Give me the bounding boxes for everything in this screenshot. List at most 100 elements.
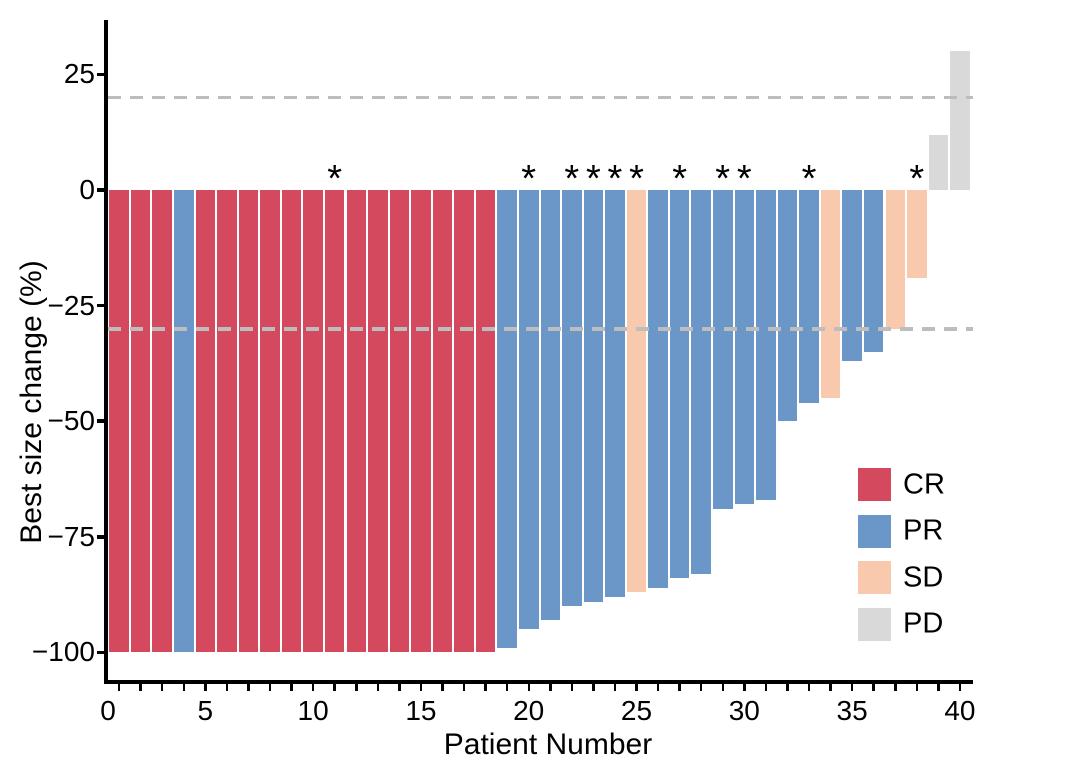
bar-patient-18-cr	[475, 190, 496, 653]
bar-patient-22-pr	[562, 190, 582, 607]
x-tick-1	[117, 683, 121, 691]
bar-patient-16-cr	[432, 190, 453, 653]
x-tick-18	[484, 683, 487, 691]
x-axis-title: Patient Number	[443, 728, 653, 761]
x-tick-2	[139, 683, 142, 691]
bar-patient-23-pr	[583, 190, 604, 602]
x-tick-10	[311, 683, 315, 691]
bar-patient-5-cr	[195, 190, 216, 653]
legend-swatch-sd	[858, 561, 891, 594]
y-tick-label--100: −100	[31, 636, 95, 668]
x-tick-31	[764, 683, 768, 691]
x-tick-36	[872, 683, 875, 691]
y-tick--25	[97, 303, 104, 308]
bar-patient-38-sd	[907, 190, 927, 278]
x-tick-15	[419, 683, 423, 691]
bar-patient-7-cr	[238, 190, 259, 653]
x-tick-label-40: 40	[944, 695, 976, 726]
bar-patient-40-pd	[950, 51, 970, 190]
x-tick-8	[268, 683, 272, 691]
bar-patient-21-pr	[540, 190, 560, 620]
significance-asterisk-patient-27: *	[672, 158, 687, 200]
bar-patient-6-cr	[217, 190, 237, 653]
bar-patient-24-pr	[605, 190, 625, 597]
bar-patient-26-pr	[648, 190, 668, 588]
significance-asterisk-patient-23: *	[585, 158, 601, 200]
legend-swatch-pr	[858, 514, 891, 548]
legend-label-sd: SD	[903, 561, 944, 593]
bar-patient-19-pr	[497, 190, 517, 648]
bar-patient-31-pr	[756, 190, 776, 500]
y-tick-label--75: −75	[47, 520, 96, 552]
bar-patient-34-sd	[820, 190, 841, 399]
legend-label-cr: CR	[903, 468, 945, 500]
y-tick--50	[97, 419, 104, 423]
x-tick-35	[850, 683, 854, 691]
bar-patient-2-cr	[130, 190, 151, 653]
bar-patient-1-cr	[109, 190, 129, 653]
y-tick-label--25: −25	[47, 289, 96, 321]
bar-patient-33-pr	[799, 190, 819, 403]
x-tick-19	[505, 683, 509, 691]
x-tick-37	[894, 683, 897, 691]
x-tick-34	[829, 683, 832, 691]
bar-patient-13-cr	[368, 190, 388, 653]
x-tick-25	[635, 683, 638, 691]
x-tick-4	[182, 683, 185, 691]
x-tick-27	[678, 683, 681, 691]
bar-patient-32-pr	[777, 190, 798, 422]
bar-patient-17-cr	[454, 190, 474, 653]
x-tick-label-20: 20	[513, 695, 545, 726]
x-tick-38	[915, 683, 918, 691]
y-tick-0	[97, 188, 104, 192]
significance-asterisk-patient-24: *	[607, 158, 623, 200]
bar-patient-39-pd	[928, 134, 949, 190]
x-tick-21	[549, 683, 552, 691]
x-tick-12	[355, 683, 358, 691]
significance-asterisk-patient-22: *	[564, 158, 580, 200]
bar-patient-10-cr	[303, 190, 323, 653]
bar-patient-8-cr	[260, 190, 280, 653]
bar-patient-29-pr	[713, 190, 733, 510]
x-tick-11	[333, 683, 336, 691]
bar-patient-4-pr	[174, 190, 194, 653]
x-tick-3	[160, 683, 164, 691]
y-tick-label--50: −50	[47, 405, 96, 437]
bar-patient-37-sd	[885, 190, 905, 329]
y-axis-line	[104, 20, 108, 684]
x-tick-17	[462, 683, 466, 691]
significance-asterisk-patient-11: *	[327, 158, 343, 200]
bar-patient-11-cr	[324, 190, 345, 653]
legend-swatch-pd	[858, 607, 891, 641]
legend-label-pr: PR	[903, 514, 944, 547]
bar-patient-14-cr	[389, 190, 410, 653]
x-tick-7	[247, 683, 250, 691]
significance-asterisk-patient-30: *	[736, 158, 752, 200]
y-tick--75	[97, 535, 104, 539]
y-tick--100	[97, 650, 104, 655]
x-tick-16	[441, 683, 444, 691]
x-tick-24	[613, 683, 617, 691]
x-axis-line	[104, 680, 973, 684]
x-tick-label-30: 30	[728, 695, 760, 726]
x-tick-label-35: 35	[836, 695, 868, 726]
x-tick-label-10: 10	[297, 695, 329, 726]
x-tick-33	[807, 683, 811, 691]
x-tick-14	[398, 683, 401, 691]
legend-label-pd: PD	[903, 607, 944, 640]
y-tick-label-0: 0	[79, 174, 95, 205]
significance-asterisk-patient-38: *	[909, 158, 925, 200]
significance-asterisk-patient-33: *	[801, 158, 817, 200]
x-tick-22	[570, 683, 574, 691]
y-tick-25	[97, 72, 104, 77]
threshold-line-plus20	[108, 95, 973, 100]
x-tick-28	[699, 683, 703, 691]
x-tick-29	[721, 683, 724, 691]
significance-asterisk-patient-29: *	[715, 158, 731, 200]
x-tick-label-15: 15	[405, 695, 437, 726]
bar-patient-20-pr	[519, 190, 539, 630]
bar-patient-35-pr	[842, 190, 862, 362]
x-tick-32	[786, 683, 789, 691]
significance-asterisk-patient-25: *	[629, 158, 644, 200]
